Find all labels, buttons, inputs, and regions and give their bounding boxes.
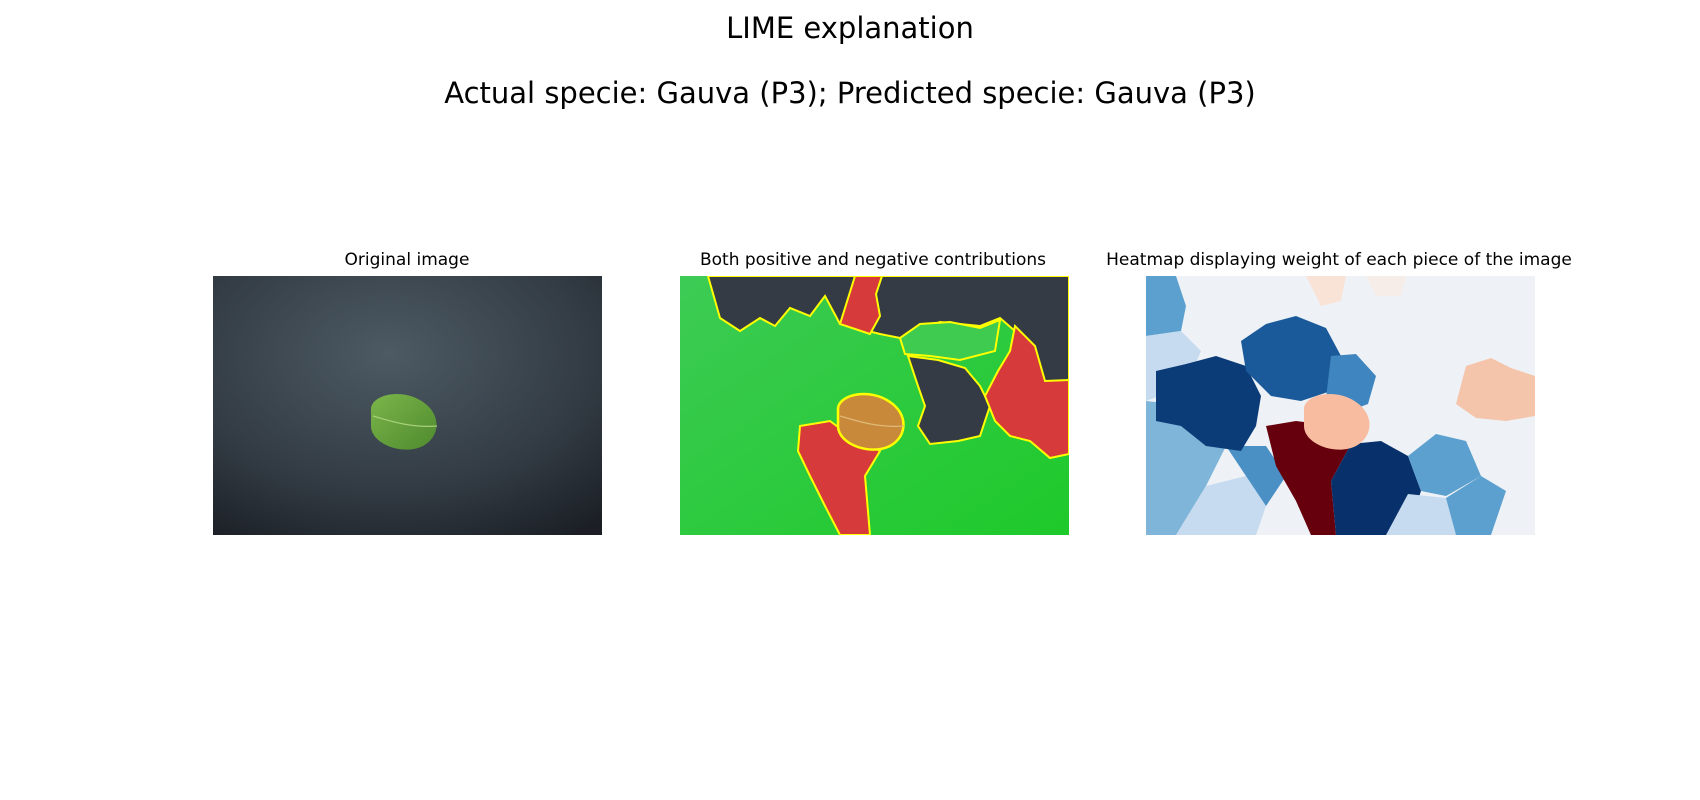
negative-region-right bbox=[983, 323, 1069, 460]
figure-subtitle: Actual specie: Gauva (P3); Predicted spe… bbox=[444, 76, 1256, 110]
heatmap-image bbox=[1146, 276, 1535, 535]
heatmap-segment bbox=[1304, 394, 1370, 450]
leaf-overlay-vein bbox=[839, 415, 905, 427]
contribution-image-svg bbox=[680, 276, 1069, 535]
panel-title-original: Original image bbox=[344, 250, 470, 270]
dark-region-mid bbox=[906, 354, 992, 446]
figure-title: LIME explanation bbox=[726, 11, 974, 45]
original-image-svg bbox=[213, 276, 602, 535]
heatmap-segment bbox=[1446, 476, 1506, 535]
heatmap-segment bbox=[1156, 356, 1261, 451]
heatmap-segment bbox=[1408, 434, 1481, 496]
heatmap-segment bbox=[1241, 316, 1341, 401]
positive-region-top bbox=[898, 318, 1002, 362]
heatmap-segment bbox=[1366, 276, 1406, 296]
leaf-overlay bbox=[836, 392, 905, 451]
heatmap-segment bbox=[1331, 441, 1421, 535]
contribution-image bbox=[680, 276, 1069, 535]
heatmap-segment bbox=[1266, 421, 1351, 535]
heatmap-segment bbox=[1386, 494, 1456, 535]
original-image bbox=[213, 276, 602, 535]
heatmap-segment bbox=[1306, 276, 1346, 306]
leaf-vein bbox=[372, 415, 438, 427]
heatmap-segment bbox=[1146, 276, 1186, 336]
panel-title-contributions: Both positive and negative contributions bbox=[699, 250, 1047, 270]
leaf bbox=[371, 394, 437, 450]
heatmap-segment bbox=[1176, 476, 1266, 535]
panel-title-heatmap: Heatmap displaying weight of each piece … bbox=[1106, 250, 1572, 270]
heatmap-image-svg bbox=[1146, 276, 1535, 535]
heatmap-segment bbox=[1226, 446, 1286, 506]
negative-region-top bbox=[838, 276, 884, 336]
heatmap-segment bbox=[1456, 358, 1535, 421]
